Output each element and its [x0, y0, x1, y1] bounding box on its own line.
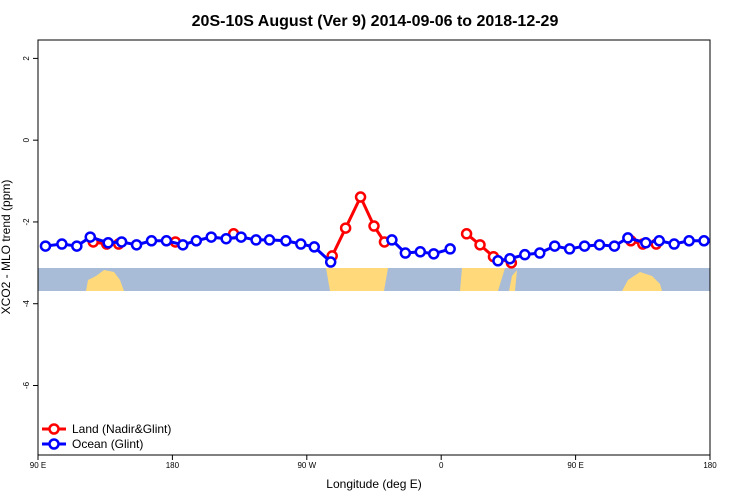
point — [263, 234, 276, 246]
y-axis-label: XCO2 - MLO trend (ppm) — [0, 180, 13, 315]
land-shape — [326, 268, 388, 291]
chart-title: 20S-10S August (Ver 9) 2014-09-06 to 201… — [192, 13, 559, 30]
x-axis-label: Longitude (deg E) — [326, 477, 421, 491]
x-tick-label: 180 — [166, 461, 180, 470]
point — [130, 239, 143, 251]
point — [698, 235, 710, 247]
land-shape — [622, 272, 662, 291]
point — [548, 240, 561, 252]
point — [534, 247, 546, 259]
point — [368, 220, 380, 232]
point — [563, 243, 576, 255]
point — [474, 239, 486, 251]
point — [84, 231, 97, 243]
point — [354, 191, 367, 203]
point — [444, 243, 456, 255]
point — [250, 234, 262, 246]
point — [220, 232, 232, 245]
point — [683, 235, 695, 247]
land-shape — [509, 270, 517, 291]
point — [324, 256, 337, 268]
point — [593, 239, 606, 251]
point — [492, 255, 504, 267]
point — [504, 252, 516, 265]
point — [386, 234, 398, 246]
point — [460, 228, 473, 240]
point — [102, 237, 114, 249]
point — [653, 235, 665, 247]
point — [160, 235, 173, 247]
point — [399, 247, 412, 259]
point — [578, 240, 591, 252]
point — [235, 231, 247, 243]
x-tick-label: 90 E — [567, 461, 583, 470]
y-tick-label: 2 — [22, 56, 31, 61]
point — [295, 238, 307, 250]
y-tick-label: -6 — [22, 381, 31, 389]
point — [608, 240, 621, 252]
y-tick-label: -2 — [22, 218, 31, 226]
point — [640, 237, 652, 249]
point — [56, 238, 68, 250]
y-tick-label: -4 — [22, 300, 31, 308]
plot-frame — [37, 39, 711, 456]
point — [71, 240, 83, 252]
point — [339, 222, 352, 234]
point — [414, 246, 427, 258]
point — [205, 231, 217, 243]
point — [668, 238, 680, 250]
land-shape — [460, 268, 505, 291]
point — [145, 235, 158, 247]
legend-label: Land (Nadir&Glint) — [72, 422, 171, 436]
point — [519, 248, 531, 261]
x-tick-label: 90 E — [30, 461, 46, 470]
y-tick-label: 0 — [22, 137, 31, 142]
x-tick-label: 0 — [439, 461, 444, 470]
point — [177, 239, 189, 251]
point — [39, 240, 52, 252]
point — [280, 235, 292, 247]
legend-marker — [48, 438, 60, 450]
x-tick-label: 180 — [703, 461, 717, 470]
point — [190, 235, 203, 247]
point — [308, 241, 321, 253]
point — [427, 248, 440, 260]
legend-label: Ocean (Glint) — [72, 437, 143, 451]
land-shape — [86, 270, 124, 291]
point — [115, 236, 128, 248]
point — [622, 232, 634, 244]
legend-marker — [48, 423, 60, 435]
x-tick-label: 90 W — [297, 461, 316, 470]
